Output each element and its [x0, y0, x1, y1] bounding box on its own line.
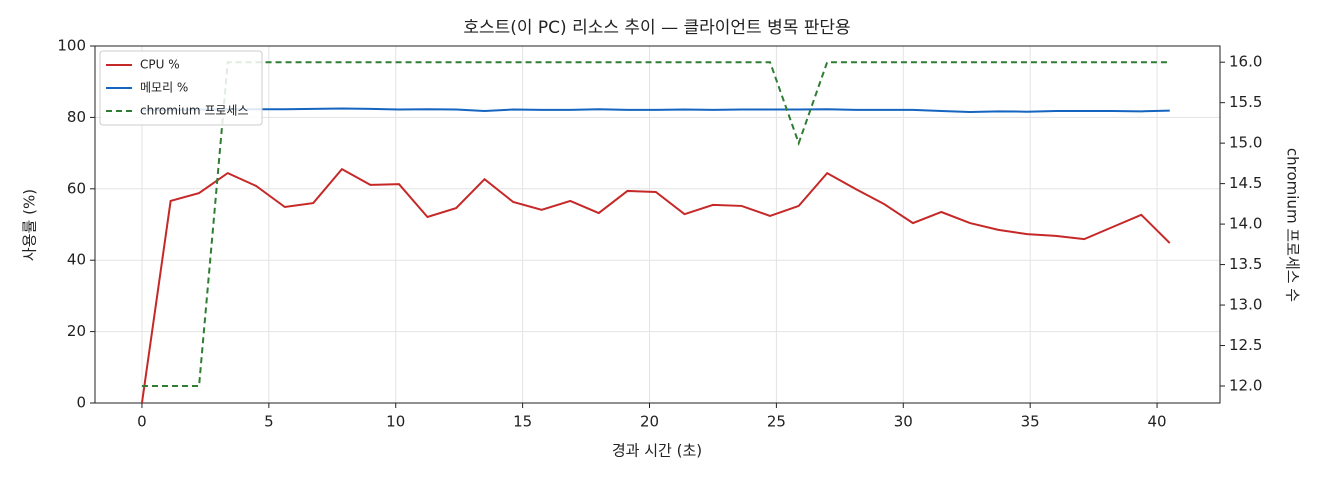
y-tick-label: 0 [76, 394, 86, 412]
legend: CPU % 메모리 % chromium 프로세스 [99, 50, 263, 126]
y-tick-label: 60 [67, 179, 86, 197]
x-axis-label: 경과 시간 (초) [612, 442, 702, 460]
x-tick-label: 0 [137, 413, 147, 431]
x-tick-label: 40 [1148, 413, 1167, 431]
x-tick-label: 25 [767, 413, 786, 431]
x-tick-label: 35 [1021, 413, 1040, 431]
x-tick-label: 5 [264, 413, 274, 431]
y2-tick-label: 14.0 [1229, 215, 1262, 233]
data-line [141, 107, 1170, 114]
y-tick-label: 100 [57, 37, 86, 55]
x-tick-label: 10 [386, 413, 405, 431]
y2-tick-label: 16.0 [1229, 53, 1262, 71]
y-tick-label: 20 [67, 322, 86, 340]
legend-box [99, 50, 263, 126]
y-axis-label: 사용률 (%) [21, 189, 39, 261]
legend-label: CPU % [140, 58, 180, 72]
x-tick-label: 30 [894, 413, 913, 431]
chart-title: 호스트(이 PC) 리소스 추이 — 클라이언트 병목 판단용 [463, 18, 850, 38]
y-tick-label: 40 [67, 251, 86, 269]
y2-tick-label: 15.5 [1229, 93, 1262, 111]
data-line [140, 167, 1171, 404]
y2-tick-label: 12.0 [1229, 377, 1262, 395]
plot-frame [94, 45, 1221, 404]
y2-tick-label: 14.5 [1229, 174, 1262, 192]
y2-tick-label: 12.5 [1229, 336, 1262, 354]
legend-label: 메모리 % [140, 81, 188, 95]
y2-tick-label: 15.0 [1229, 134, 1262, 152]
y2-tick-label: 13.0 [1229, 296, 1262, 314]
legend-label: chromium 프로세스 [140, 104, 249, 118]
y2-tick-label: 13.5 [1229, 255, 1262, 273]
x-tick-label: 15 [513, 413, 532, 431]
x-tick-label: 20 [640, 413, 659, 431]
y-tick-label: 80 [67, 108, 86, 126]
data-line [141, 61, 1170, 387]
y2-axis-label: chromium 프로세스 수 [1284, 148, 1302, 302]
